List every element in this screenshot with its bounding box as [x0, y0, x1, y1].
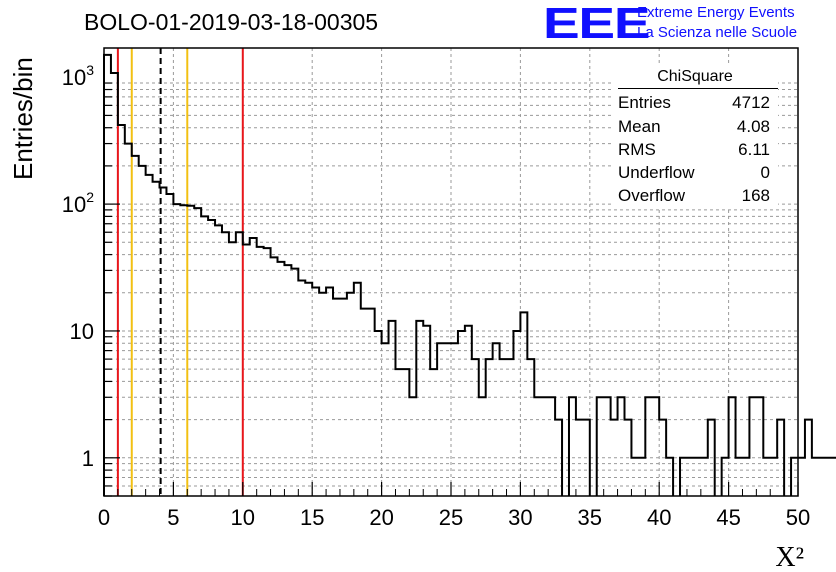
x-tick-label: 15	[300, 505, 324, 530]
x-axis-label: X²	[775, 542, 804, 572]
x-tick-label: 30	[508, 505, 532, 530]
y-tick-label: 102	[62, 189, 94, 217]
stats-label: Entries	[618, 93, 671, 112]
tick-labels: 0 5 10 15 20 25 30 35 40 45 50 1 10 102 103	[62, 62, 811, 530]
y-axis-label: Entries/bin	[8, 57, 38, 180]
y-tick-label: 103	[62, 62, 94, 90]
stats-label: Underflow	[618, 163, 695, 182]
stats-value: 6.11	[738, 140, 770, 159]
x-tick-label: 0	[98, 505, 110, 530]
stats-value: 4.08	[736, 117, 770, 136]
x-tick-label: 40	[647, 505, 671, 530]
y-tick-label: 1	[82, 446, 94, 471]
stats-value: 168	[741, 186, 770, 205]
stats-divider	[618, 88, 778, 89]
histogram-series	[103, 53, 836, 496]
x-tick-label: 45	[716, 505, 740, 530]
eee-tagline-2: La Scienza nelle Scuole	[637, 24, 798, 41]
x-tick-label: 10	[231, 505, 255, 530]
eee-logo: EEE	[543, 0, 651, 48]
x-tick-label: 25	[439, 505, 463, 530]
stats-value: 0	[760, 163, 770, 182]
x-tick-label: 35	[578, 505, 602, 530]
x-tick-label: 50	[786, 505, 810, 530]
eee-tagline-1: Extreme Energy Events	[637, 4, 795, 21]
x-tick-label: 20	[369, 505, 393, 530]
stats-title: ChiSquare	[657, 68, 733, 85]
stats-label: Mean	[618, 117, 661, 136]
x-tick-label: 5	[167, 505, 179, 530]
axis-ticks	[103, 82, 799, 497]
y-tick-label: 10	[70, 319, 94, 344]
stats-box: ChiSquare Entries 4712 Mean 4.08 RMS 6.11 U…	[612, 66, 778, 208]
stats-value: 4712	[732, 93, 770, 112]
stats-label: RMS	[618, 140, 656, 159]
stats-label: Overflow	[618, 186, 686, 205]
run-title: BOLO-01-2019-03-18-00305	[84, 9, 379, 35]
